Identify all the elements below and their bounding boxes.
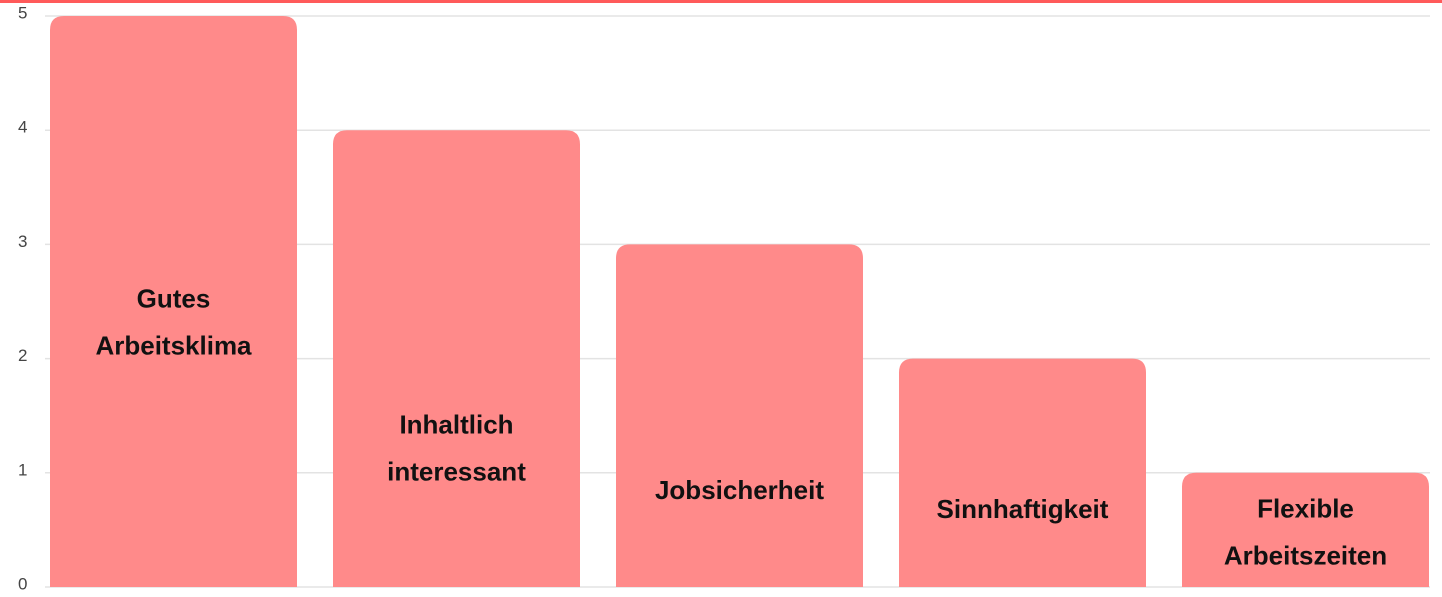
y-tick-label: 5 <box>18 3 27 22</box>
category-label-line: Arbeitszeiten <box>1224 540 1387 570</box>
category-label: Gutes Arbeitsklima <box>95 283 252 360</box>
y-tick-label: 1 <box>18 460 27 479</box>
category-label-line: Inhaltlich <box>399 409 513 439</box>
category-label: Flexible Arbeitszeiten <box>1224 493 1387 570</box>
category-label-line: Flexible <box>1257 493 1354 523</box>
y-tick-label: 4 <box>18 118 27 137</box>
bar <box>899 358 1146 587</box>
category-label: Sinnhaftigkeit <box>937 494 1109 524</box>
category-label-line: Gutes <box>137 283 211 313</box>
category-label-line: Arbeitsklima <box>95 330 252 360</box>
bar <box>1182 472 1429 587</box>
y-tick-label: 2 <box>18 346 27 365</box>
bar <box>333 130 580 587</box>
category-label-line: Jobsicherheit <box>655 475 824 505</box>
category-label: Jobsicherheit <box>655 475 824 505</box>
bar <box>616 244 863 587</box>
category-label: Inhaltlich interessant <box>387 409 526 486</box>
y-tick-label: 0 <box>18 574 27 593</box>
category-label-line: Sinnhaftigkeit <box>937 494 1109 524</box>
top-border <box>0 0 1442 3</box>
category-label-line: interessant <box>387 456 526 486</box>
y-tick-label: 3 <box>18 232 27 251</box>
bar <box>50 16 297 587</box>
